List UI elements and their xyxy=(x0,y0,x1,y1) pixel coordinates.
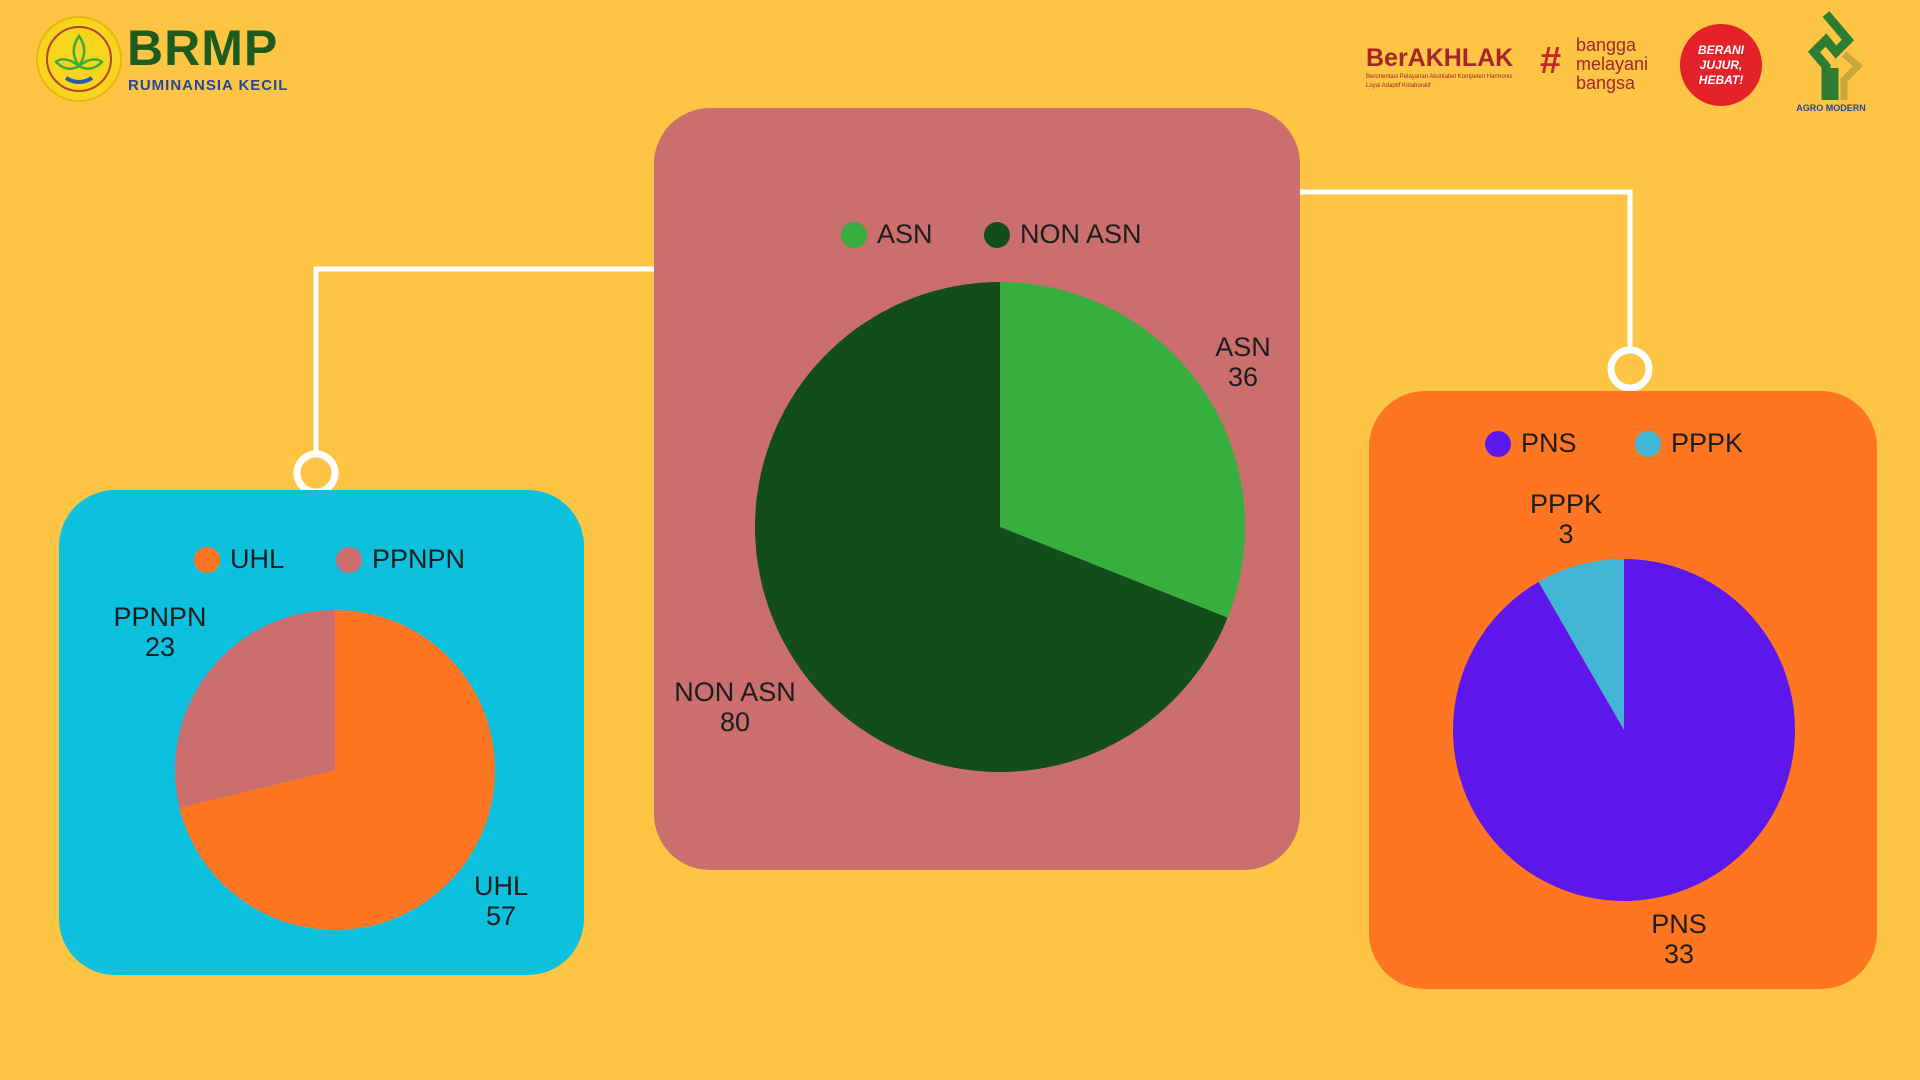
slice-value: 80 xyxy=(719,707,751,737)
berani-line: JUJUR, xyxy=(1699,57,1743,72)
legend-item: ASN xyxy=(841,219,933,250)
agro-modern-logo: AGRO MODERN xyxy=(1786,10,1876,120)
data-label-uhl: UHL 57 xyxy=(474,871,528,931)
berani-jujur-hebat-logo: BERANI JUJUR, HEBAT! xyxy=(1680,24,1762,106)
brmp-logo-subtitle: RUMINANSIA KECIL xyxy=(128,77,289,94)
slice-value: 57 xyxy=(485,901,517,931)
legend-label: UHL xyxy=(230,544,285,574)
pie-slice-ppnpn xyxy=(174,610,335,808)
berakhlak-title: BerAKHLAK xyxy=(1366,44,1514,72)
legend-label: ASN xyxy=(877,219,933,249)
data-label-non-asn: NON ASN 80 xyxy=(674,677,796,737)
connector-node xyxy=(1607,346,1653,392)
legend-item: PNS xyxy=(1485,428,1577,459)
hashtag-icon: # xyxy=(1540,40,1562,82)
berani-line: HEBAT! xyxy=(1698,72,1744,87)
data-label-pppk: PPPK 3 xyxy=(1530,489,1602,549)
legend-swatch-icon xyxy=(336,546,362,573)
slice-label: PNS xyxy=(1651,909,1707,939)
slice-label: NON ASN xyxy=(674,677,796,707)
brmp-logo-title: BRMP xyxy=(127,20,279,76)
slice-value: 23 xyxy=(144,632,176,662)
legend-swatch-icon xyxy=(841,221,867,248)
legend-item: NON ASN xyxy=(984,219,1142,250)
pie-slice-non-asn xyxy=(754,282,1228,772)
legend-label: PPNPN xyxy=(372,544,466,574)
pie-slice-asn xyxy=(1000,282,1245,618)
legend-item: UHL xyxy=(194,544,284,575)
brmp-emblem-logo xyxy=(36,16,122,102)
slice-value: 36 xyxy=(1227,362,1259,392)
legend-swatch-icon xyxy=(1635,430,1661,457)
slice-label: UHL xyxy=(473,871,529,901)
slice-label: ASN xyxy=(1215,332,1271,362)
legend-swatch-icon xyxy=(1485,430,1511,457)
slice-label: PPNPN xyxy=(113,602,207,632)
legend-item: PPPK xyxy=(1635,428,1743,459)
bangga-melayani-logo: bangga melayani bangsa xyxy=(1576,36,1648,93)
legend-label: PNS xyxy=(1521,428,1577,458)
agro-modern-caption: AGRO MODERN xyxy=(1796,103,1866,113)
slice-label: PPPK xyxy=(1529,489,1603,519)
data-label-asn: ASN 36 xyxy=(1215,332,1271,392)
legend-label: NON ASN xyxy=(1020,219,1142,249)
legend-item: PPNPN xyxy=(336,544,465,575)
berakhlak-logo: BerAKHLAK Berorientasi Pelayanan Akuntab… xyxy=(1366,44,1516,91)
slice-value: 3 xyxy=(1558,519,1574,549)
legend-label: PPPK xyxy=(1671,428,1744,458)
slice-value: 33 xyxy=(1663,939,1695,969)
data-label-ppnpn: PPNPN 23 xyxy=(113,602,206,662)
pie-slice-pns xyxy=(1453,559,1795,901)
berakhlak-tagline: Berorientasi Pelayanan Akuntabel Kompete… xyxy=(1366,74,1513,89)
bangga-line: melayani xyxy=(1576,54,1649,74)
bangga-line: bangga xyxy=(1576,35,1637,55)
data-label-pns: PNS 33 xyxy=(1651,909,1707,969)
legend-swatch-icon xyxy=(984,221,1010,248)
berani-line: BERANI xyxy=(1697,42,1744,57)
legend-swatch-icon xyxy=(194,546,220,573)
pie-slice-pppk xyxy=(1538,559,1624,730)
bangga-line: bangsa xyxy=(1576,73,1636,93)
pie-slice-uhl xyxy=(179,610,495,931)
